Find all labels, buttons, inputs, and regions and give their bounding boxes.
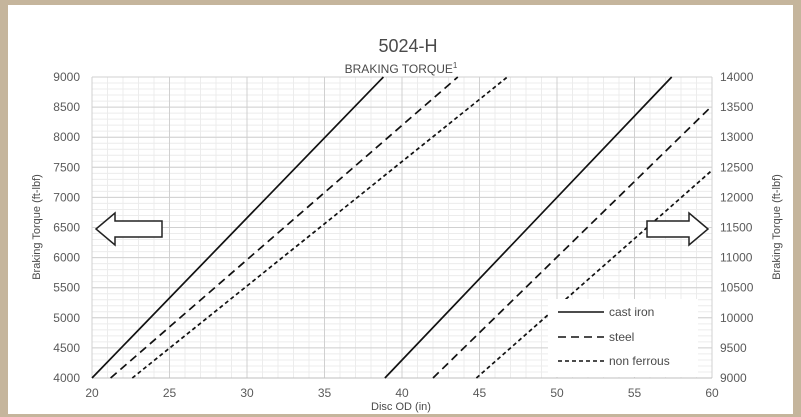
y-right-tick-label: 14000 [720,70,754,84]
y-left-tick-label: 4000 [53,371,80,385]
legend-label-cast-iron: cast iron [609,305,654,319]
y-right-tick-label: 13000 [720,130,754,144]
chart-subtitle-superscript: 1 [453,61,458,70]
y-right-tick-labels: 9000 9500 10000 10500 11000 11500 12000 12500 13… [720,70,754,385]
y-left-tick-label: 8500 [53,100,80,114]
y-right-tick-label: 12000 [720,190,754,204]
y-left-tick-labels: 4000 4500 5000 5500 6000 6500 7000 7500 8000 8500… [53,70,80,385]
y-left-tick-label: 5000 [53,311,80,325]
y-right-tick-label: 10500 [720,281,754,295]
y-right-tick-label: 9000 [720,371,747,385]
x-tick-label: 25 [163,386,177,400]
legend-label-steel: steel [609,330,634,344]
y-right-tick-label: 11000 [720,251,753,265]
series-line-cast-iron-right [384,76,673,379]
legend-label-non-ferrous: non ferrous [609,354,670,368]
x-tick-label: 20 [85,386,99,400]
y-right-tick-label: 11500 [720,221,753,235]
chart-title: 5024-H [378,36,437,56]
y-left-tick-label: 6500 [53,221,80,235]
series-line-cast-iron-left [91,76,385,379]
chart-frame: 5024-H BRAKING TORQUE1 20 25 30 35 40 45 50 55 6… [8,5,793,414]
series-line-non-ferrous-right [475,169,713,379]
legend: cast iron steel non ferrous [548,299,698,377]
y-right-tick-label: 9500 [720,341,747,355]
x-tick-labels: 20 25 30 35 40 45 50 55 60 [85,386,719,400]
x-tick-label: 55 [628,386,642,400]
y-right-axis-label: Braking Torque (ft-lbf) [771,174,783,280]
y-right-tick-label: 10000 [720,311,754,325]
y-right-tick-label: 13500 [720,100,754,114]
x-tick-label: 40 [395,386,409,400]
series-line-steel-left [110,76,459,379]
right-arrow-icon [646,211,710,247]
y-left-tick-label: 7000 [53,190,80,204]
x-tick-label: 45 [473,386,487,400]
x-tick-label: 50 [550,386,564,400]
series-lines [91,76,713,379]
x-axis-label: Disc OD (in) [371,401,431,413]
series-line-non-ferrous-left [131,76,508,379]
chart-subtitle-text: BRAKING TORQUE [345,62,453,76]
y-left-tick-label: 6000 [53,251,80,265]
x-tick-label: 35 [318,386,332,400]
y-left-tick-label: 4500 [53,341,80,355]
x-tick-label: 30 [240,386,254,400]
x-tick-label: 60 [705,386,719,400]
braking-torque-chart: 5024-H BRAKING TORQUE1 20 25 30 35 40 45 50 55 6… [31,36,783,413]
y-right-tick-label: 12500 [720,160,754,174]
y-left-tick-label: 8000 [53,130,80,144]
left-arrow-icon [94,211,163,247]
y-left-tick-label: 7500 [53,160,80,174]
chart-subtitle: BRAKING TORQUE1 [345,61,458,76]
y-left-tick-label: 9000 [53,70,80,84]
y-left-tick-label: 5500 [53,281,80,295]
y-left-axis-label: Braking Torque (ft-lbf) [31,174,43,280]
